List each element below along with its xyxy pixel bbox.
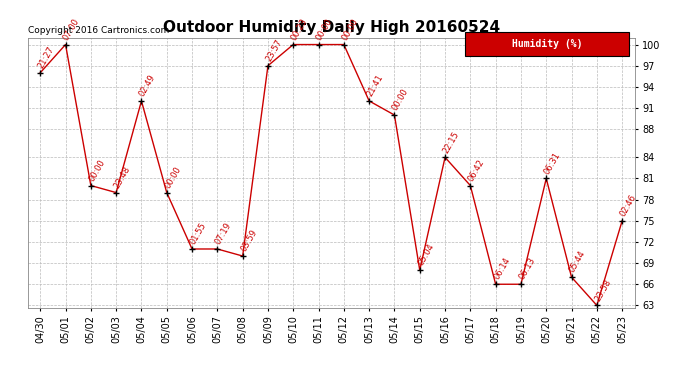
- Text: 00:00: 00:00: [87, 158, 107, 183]
- Text: 22:15: 22:15: [442, 129, 461, 154]
- Text: 07:00: 07:00: [62, 16, 81, 42]
- Text: 00:00: 00:00: [391, 87, 411, 112]
- Text: 21:27: 21:27: [37, 45, 57, 70]
- Text: 07:19: 07:19: [214, 221, 233, 246]
- Text: 02:46: 02:46: [618, 193, 638, 218]
- Text: 00:00: 00:00: [315, 17, 335, 42]
- Text: 00:00: 00:00: [163, 165, 183, 190]
- Text: 06:14: 06:14: [492, 256, 512, 282]
- Text: Copyright 2016 Cartronics.com: Copyright 2016 Cartronics.com: [28, 26, 169, 35]
- Text: 06:13: 06:13: [518, 256, 537, 282]
- Text: 00:00: 00:00: [340, 17, 360, 42]
- Text: 23:58: 23:58: [593, 278, 613, 303]
- Text: 23:48: 23:48: [112, 165, 132, 190]
- Text: 21:41: 21:41: [366, 73, 385, 98]
- Title: Outdoor Humidity Daily High 20160524: Outdoor Humidity Daily High 20160524: [163, 20, 500, 35]
- Text: 02:49: 02:49: [138, 73, 157, 98]
- Text: 00:23: 00:23: [290, 16, 309, 42]
- Text: 06:31: 06:31: [542, 150, 562, 176]
- Text: 01:55: 01:55: [188, 221, 208, 246]
- Text: 23:57: 23:57: [264, 38, 284, 63]
- Text: 05:44: 05:44: [568, 249, 588, 274]
- Text: 05:04: 05:04: [416, 242, 436, 267]
- Text: Humidity (%): Humidity (%): [511, 39, 582, 49]
- Text: 03:59: 03:59: [239, 228, 259, 253]
- Text: 06:42: 06:42: [466, 158, 486, 183]
- FancyBboxPatch shape: [465, 32, 629, 56]
